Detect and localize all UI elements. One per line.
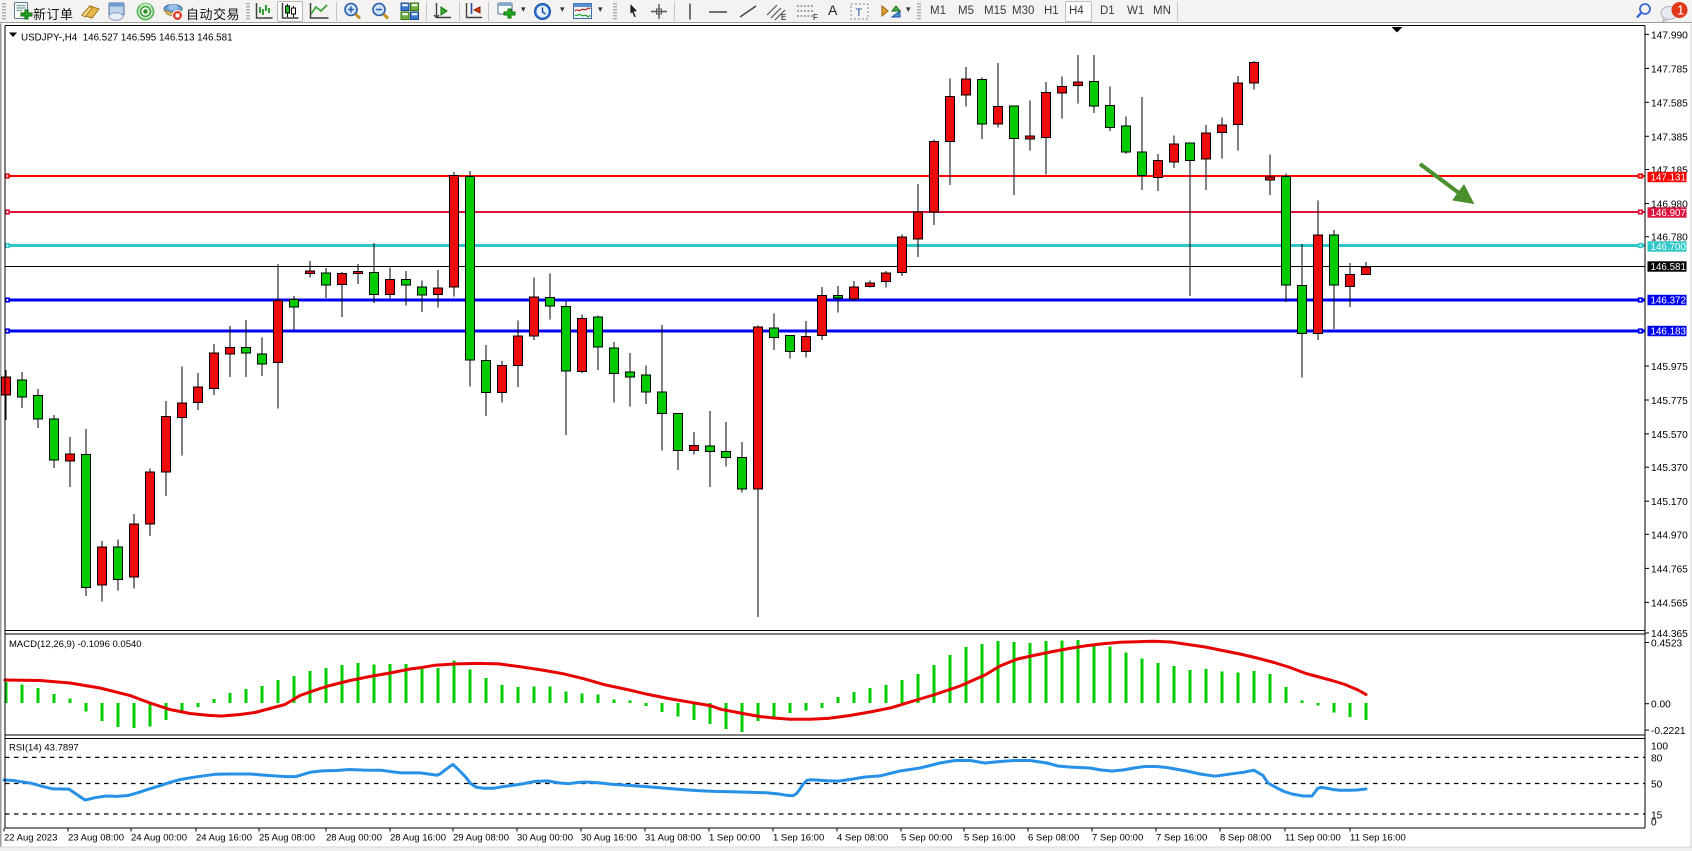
svg-text:50: 50 <box>1651 780 1663 791</box>
svg-text:8 Sep 08:00: 8 Sep 08:00 <box>1220 833 1271 844</box>
svg-text:22 Aug 2023: 22 Aug 2023 <box>4 833 57 844</box>
svg-text:RSI(14) 43.7897: RSI(14) 43.7897 <box>9 743 79 754</box>
svg-text:145.775: 145.775 <box>1651 396 1688 407</box>
svg-text:7 Sep 16:00: 7 Sep 16:00 <box>1156 833 1207 844</box>
svg-text:1 Sep 00:00: 1 Sep 00:00 <box>709 833 760 844</box>
svg-text:147.785: 147.785 <box>1651 64 1688 75</box>
svg-text:147.990: 147.990 <box>1651 30 1688 41</box>
svg-text:31 Aug 08:00: 31 Aug 08:00 <box>645 833 701 844</box>
svg-text:145.570: 145.570 <box>1651 430 1688 441</box>
svg-text:1 Sep 16:00: 1 Sep 16:00 <box>773 833 824 844</box>
svg-text:24 Aug 00:00: 24 Aug 00:00 <box>131 833 187 844</box>
svg-text:0.4523: 0.4523 <box>1651 639 1682 650</box>
svg-text:0: 0 <box>1651 817 1657 828</box>
svg-text:5 Sep 00:00: 5 Sep 00:00 <box>901 833 952 844</box>
svg-text:147.185: 147.185 <box>1651 166 1688 177</box>
svg-text:MACD(12,26,9) -0.1096 0.0540: MACD(12,26,9) -0.1096 0.0540 <box>9 639 142 650</box>
svg-text:145.975: 145.975 <box>1651 362 1688 373</box>
svg-text:145.170: 145.170 <box>1651 497 1688 508</box>
svg-text:15: 15 <box>1651 810 1663 821</box>
svg-text:100: 100 <box>1651 742 1668 753</box>
svg-text:80: 80 <box>1651 754 1663 765</box>
svg-text:29 Aug 08:00: 29 Aug 08:00 <box>453 833 509 844</box>
svg-text:5 Sep 16:00: 5 Sep 16:00 <box>964 833 1015 844</box>
svg-text:0.00: 0.00 <box>1651 700 1671 711</box>
svg-text:T: T <box>856 7 863 19</box>
svg-text:24 Aug 16:00: 24 Aug 16:00 <box>196 833 252 844</box>
svg-text:144.765: 144.765 <box>1651 564 1688 575</box>
svg-text:146.581: 146.581 <box>1651 262 1686 273</box>
svg-text:4 Sep 08:00: 4 Sep 08:00 <box>837 833 888 844</box>
svg-text:F: F <box>813 13 818 21</box>
svg-text:144.365: 144.365 <box>1651 629 1688 640</box>
svg-text:30 Aug 00:00: 30 Aug 00:00 <box>517 833 573 844</box>
svg-text:146.372: 146.372 <box>1651 296 1686 307</box>
svg-text:144.565: 144.565 <box>1651 598 1688 609</box>
svg-text:11 Sep 16:00: 11 Sep 16:00 <box>1350 833 1406 844</box>
svg-text:E: E <box>781 13 786 21</box>
svg-text:28 Aug 16:00: 28 Aug 16:00 <box>390 833 446 844</box>
svg-text:146.700: 146.700 <box>1651 242 1687 253</box>
svg-text:30 Aug 16:00: 30 Aug 16:00 <box>581 833 637 844</box>
svg-text:147.385: 147.385 <box>1651 132 1688 143</box>
svg-text:147.131: 147.131 <box>1651 173 1686 184</box>
svg-text:146.980: 146.980 <box>1651 200 1688 211</box>
svg-text:147.585: 147.585 <box>1651 98 1688 109</box>
svg-text:USDJPY-,H4 146.527 146.595 14: USDJPY-,H4 146.527 146.595 146.513 146.5… <box>21 33 233 44</box>
svg-text:28 Aug 00:00: 28 Aug 00:00 <box>326 833 382 844</box>
svg-text:7 Sep 00:00: 7 Sep 00:00 <box>1092 833 1143 844</box>
svg-text:6 Sep 08:00: 6 Sep 08:00 <box>1028 833 1079 844</box>
svg-text:145.370: 145.370 <box>1651 463 1688 474</box>
svg-text:144.970: 144.970 <box>1651 530 1688 541</box>
svg-text:146.907: 146.907 <box>1651 208 1686 219</box>
svg-text:146.780: 146.780 <box>1651 233 1688 244</box>
svg-text:11 Sep 00:00: 11 Sep 00:00 <box>1285 833 1341 844</box>
svg-text:-0.2221: -0.2221 <box>1651 726 1686 737</box>
svg-text:1: 1 <box>1677 3 1684 18</box>
svg-text:25 Aug 08:00: 25 Aug 08:00 <box>259 833 315 844</box>
svg-text:146.183: 146.183 <box>1651 327 1687 338</box>
svg-text:23 Aug 08:00: 23 Aug 08:00 <box>68 833 124 844</box>
